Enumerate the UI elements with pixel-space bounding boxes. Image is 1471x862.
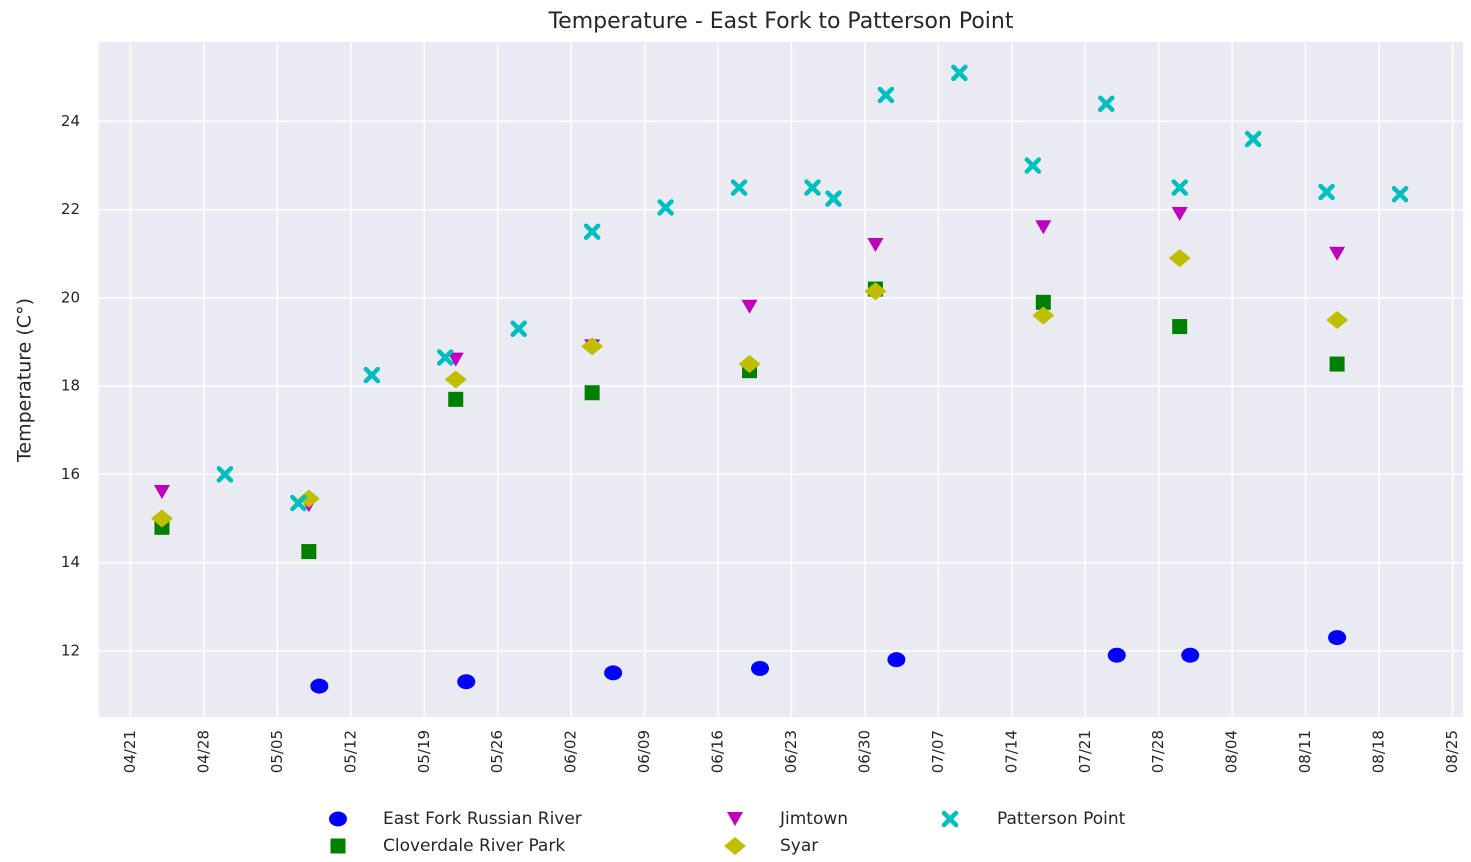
point [867,237,884,252]
point [1391,185,1409,203]
point [825,190,842,207]
point [290,494,307,512]
legend-label: East Fork Russian River [383,809,582,829]
x-tick-label: 07/21 [1076,730,1094,773]
point [457,674,476,690]
x-tick-label: 05/26 [488,730,506,773]
x-tick-label: 08/18 [1370,730,1388,773]
legend-label: Cloverdale River Park [383,836,565,856]
point [1244,130,1262,148]
point [741,299,758,314]
point [301,544,317,560]
point [1181,647,1200,663]
x-tick-label: 08/11 [1296,730,1314,773]
x-tick-label: 07/28 [1149,730,1167,773]
point [584,385,600,401]
point [297,489,320,508]
x-tick-label: 04/21 [121,730,139,773]
point [1171,179,1188,196]
point [1024,157,1042,174]
point [804,179,821,196]
point [730,179,748,196]
x-tick-label: 06/30 [855,730,873,773]
legend-marker [727,812,743,826]
point [1329,246,1346,261]
x-tick-label: 06/16 [709,730,727,773]
x-tick-label: 07/07 [929,730,947,773]
point [1172,319,1188,335]
point [1168,249,1191,268]
point [887,652,906,668]
point [1098,95,1115,113]
x-tick-label: 08/25 [1443,730,1461,773]
y-tick-label: 20 [61,288,80,306]
x-tick-label: 07/14 [1002,730,1020,773]
legend-marker [329,811,347,827]
x-tick-label: 05/19 [415,730,433,773]
y-tick-label: 12 [61,641,80,659]
y-tick-label: 18 [61,377,80,395]
point [448,391,464,407]
point [150,509,173,528]
x-tick-label: 05/12 [341,730,359,773]
point [1326,310,1349,329]
point [1035,220,1052,235]
y-tick-label: 22 [61,200,80,218]
x-tick-label: 06/02 [562,730,580,773]
point [583,223,601,240]
point [216,466,234,483]
legend-label: Jimtown [779,809,848,829]
legend-marker [330,838,346,854]
legend-marker [941,810,959,828]
y-axis-label: Temperature (C°) [14,298,36,463]
point [510,320,527,338]
point [436,349,454,366]
point [153,485,170,499]
y-tick-label: 16 [61,465,80,483]
point [1318,183,1335,201]
point [1329,356,1345,372]
point [444,370,467,389]
x-tick-label: 08/04 [1223,730,1241,773]
point [1035,294,1051,310]
plot-area [99,42,1463,717]
legend-label: Patterson Point [997,809,1126,829]
point [1171,207,1188,222]
point [864,282,887,301]
point [657,199,674,216]
x-tick-label: 06/23 [782,730,800,773]
point [310,678,329,694]
legend-label: Syar [780,836,818,856]
x-tick-label: 04/28 [194,730,212,773]
point [951,64,968,82]
x-tick-label: 05/05 [268,730,286,773]
point [447,352,464,367]
legend-marker [724,837,746,855]
point [1328,630,1347,646]
point [1032,306,1055,325]
point [581,337,604,356]
point [604,665,623,681]
y-tick-label: 14 [61,553,80,571]
y-tick-label: 24 [61,112,80,130]
point [751,660,770,676]
chart-title: Temperature - East Fork to Patterson Poi… [547,9,1013,34]
x-tick-label: 06/09 [635,730,653,773]
point [877,86,895,104]
point [1107,647,1126,663]
point [363,366,381,384]
point [738,355,761,374]
